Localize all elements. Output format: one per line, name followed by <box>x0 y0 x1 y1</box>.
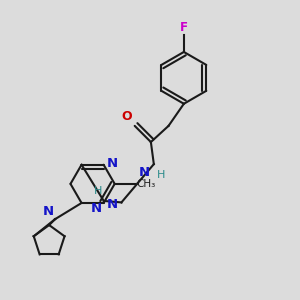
Text: H: H <box>94 186 102 196</box>
Text: N: N <box>107 198 118 211</box>
Text: N: N <box>107 157 118 170</box>
Text: F: F <box>180 21 188 34</box>
Text: CH₃: CH₃ <box>137 179 156 189</box>
Text: O: O <box>122 110 132 124</box>
Text: H: H <box>157 170 165 180</box>
Text: N: N <box>91 202 102 214</box>
Text: N: N <box>42 205 54 218</box>
Text: N: N <box>139 166 150 178</box>
